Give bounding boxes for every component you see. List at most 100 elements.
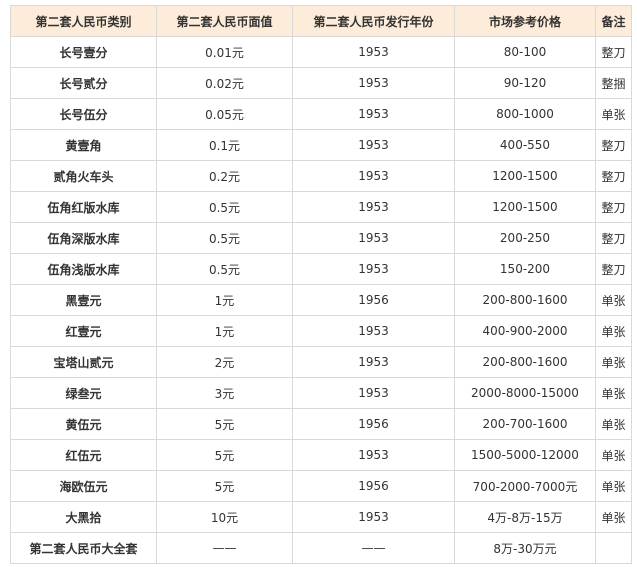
cell-note: 整刀 (595, 129, 632, 161)
cell-note: 单张 (595, 470, 632, 502)
cell-face-value: 0.5元 (156, 253, 293, 285)
table-row: 海欧伍元 5元 1956 700-2000-7000元 单张 (10, 470, 632, 502)
cell-market-price: 80-100 (454, 36, 596, 68)
header-issue-year: 第二套人民币发行年份 (292, 5, 455, 37)
cell-face-value: 5元 (156, 408, 293, 440)
cell-face-value: 0.1元 (156, 129, 293, 161)
cell-issue-year: —— (292, 532, 455, 564)
cell-category: 贰角火车头 (10, 160, 157, 192)
cell-note (595, 532, 632, 564)
cell-issue-year: 1956 (292, 284, 455, 316)
cell-face-value: 0.2元 (156, 160, 293, 192)
table-row: 第二套人民币大全套 —— —— 8万-30万元 (10, 532, 632, 564)
table-row: 黑壹元 1元 1956 200-800-1600 单张 (10, 284, 632, 316)
cell-face-value: 5元 (156, 470, 293, 502)
table-row: 伍角红版水库 0.5元 1953 1200-1500 整刀 (10, 191, 632, 223)
cell-category: 伍角深版水库 (10, 222, 157, 254)
cell-category: 长号伍分 (10, 98, 157, 130)
cell-note: 整刀 (595, 222, 632, 254)
cell-face-value: 0.01元 (156, 36, 293, 68)
cell-note: 单张 (595, 377, 632, 409)
table-row: 长号伍分 0.05元 1953 800-1000 单张 (10, 98, 632, 130)
cell-face-value: 2元 (156, 346, 293, 378)
cell-note: 单张 (595, 346, 632, 378)
cell-category: 黄伍元 (10, 408, 157, 440)
cell-note: 整刀 (595, 36, 632, 68)
table-row: 绿叁元 3元 1953 2000-8000-15000 单张 (10, 377, 632, 409)
cell-category: 第二套人民币大全套 (10, 532, 157, 564)
cell-market-price: 8万-30万元 (454, 532, 596, 564)
price-table: 第二套人民币类别 第二套人民币面值 第二套人民币发行年份 市场参考价格 备注 长… (10, 5, 632, 564)
cell-face-value: 1元 (156, 315, 293, 347)
cell-category: 红壹元 (10, 315, 157, 347)
table-row: 长号贰分 0.02元 1953 90-120 整捆 (10, 67, 632, 99)
cell-note: 单张 (595, 501, 632, 533)
cell-face-value: 5元 (156, 439, 293, 471)
cell-market-price: 200-800-1600 (454, 284, 596, 316)
cell-face-value: 0.05元 (156, 98, 293, 130)
cell-market-price: 4万-8万-15万 (454, 501, 596, 533)
cell-market-price: 400-900-2000 (454, 315, 596, 347)
cell-category: 伍角浅版水库 (10, 253, 157, 285)
header-row: 第二套人民币类别 第二套人民币面值 第二套人民币发行年份 市场参考价格 备注 (10, 5, 632, 37)
cell-issue-year: 1953 (292, 160, 455, 192)
cell-category: 大黑拾 (10, 501, 157, 533)
cell-category: 绿叁元 (10, 377, 157, 409)
table-row: 红壹元 1元 1953 400-900-2000 单张 (10, 315, 632, 347)
cell-category: 长号贰分 (10, 67, 157, 99)
cell-note: 整刀 (595, 191, 632, 223)
cell-face-value: —— (156, 532, 293, 564)
cell-issue-year: 1953 (292, 67, 455, 99)
table-row: 宝塔山贰元 2元 1953 200-800-1600 单张 (10, 346, 632, 378)
cell-market-price: 200-700-1600 (454, 408, 596, 440)
cell-issue-year: 1953 (292, 222, 455, 254)
cell-issue-year: 1953 (292, 36, 455, 68)
cell-note: 单张 (595, 439, 632, 471)
cell-market-price: 1500-5000-12000 (454, 439, 596, 471)
cell-note: 单张 (595, 408, 632, 440)
cell-face-value: 3元 (156, 377, 293, 409)
cell-issue-year: 1953 (292, 439, 455, 471)
header-face-value: 第二套人民币面值 (156, 5, 293, 37)
cell-market-price: 2000-8000-15000 (454, 377, 596, 409)
cell-category: 伍角红版水库 (10, 191, 157, 223)
cell-note: 单张 (595, 284, 632, 316)
header-category: 第二套人民币类别 (10, 5, 157, 37)
table-row: 伍角深版水库 0.5元 1953 200-250 整刀 (10, 222, 632, 254)
table-row: 贰角火车头 0.2元 1953 1200-1500 整刀 (10, 160, 632, 192)
cell-issue-year: 1953 (292, 501, 455, 533)
table-body: 长号壹分 0.01元 1953 80-100 整刀 长号贰分 0.02元 1953 90-120… (10, 36, 632, 564)
cell-note: 单张 (595, 98, 632, 130)
cell-category: 红伍元 (10, 439, 157, 471)
table-row: 黄壹角 0.1元 1953 400-550 整刀 (10, 129, 632, 161)
cell-issue-year: 1953 (292, 98, 455, 130)
table-row: 黄伍元 5元 1956 200-700-1600 单张 (10, 408, 632, 440)
table-row: 大黑拾 10元 1953 4万-8万-15万 单张 (10, 501, 632, 533)
cell-market-price: 200-250 (454, 222, 596, 254)
cell-market-price: 90-120 (454, 67, 596, 99)
cell-market-price: 150-200 (454, 253, 596, 285)
cell-face-value: 10元 (156, 501, 293, 533)
header-note: 备注 (595, 5, 632, 37)
cell-category: 黄壹角 (10, 129, 157, 161)
cell-issue-year: 1953 (292, 315, 455, 347)
cell-note: 整刀 (595, 253, 632, 285)
cell-issue-year: 1953 (292, 191, 455, 223)
cell-market-price: 1200-1500 (454, 160, 596, 192)
cell-issue-year: 1953 (292, 346, 455, 378)
cell-face-value: 0.5元 (156, 222, 293, 254)
cell-category: 海欧伍元 (10, 470, 157, 502)
cell-face-value: 0.02元 (156, 67, 293, 99)
table-row: 红伍元 5元 1953 1500-5000-12000 单张 (10, 439, 632, 471)
cell-market-price: 700-2000-7000元 (454, 470, 596, 502)
cell-issue-year: 1956 (292, 470, 455, 502)
cell-note: 单张 (595, 315, 632, 347)
cell-issue-year: 1953 (292, 129, 455, 161)
cell-issue-year: 1956 (292, 408, 455, 440)
cell-market-price: 400-550 (454, 129, 596, 161)
table-row: 伍角浅版水库 0.5元 1953 150-200 整刀 (10, 253, 632, 285)
cell-category: 长号壹分 (10, 36, 157, 68)
table-row: 长号壹分 0.01元 1953 80-100 整刀 (10, 36, 632, 68)
cell-note: 整捆 (595, 67, 632, 99)
cell-issue-year: 1953 (292, 377, 455, 409)
